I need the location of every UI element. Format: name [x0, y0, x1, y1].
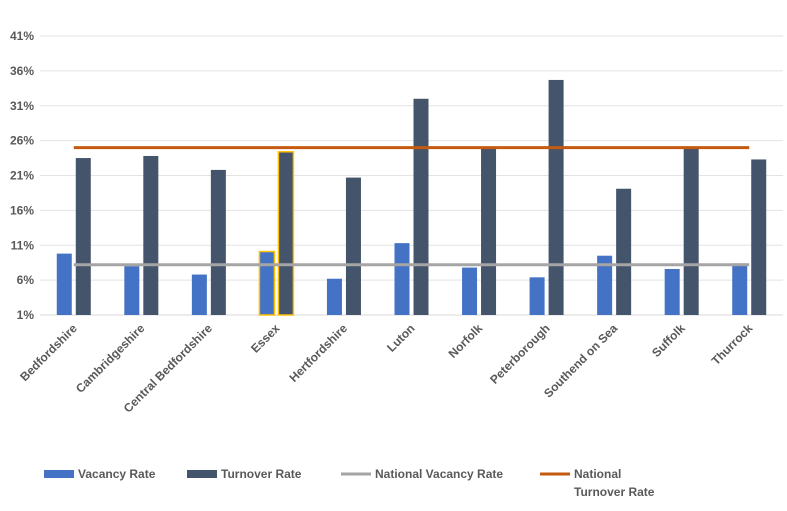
y-tick-label: 11%: [11, 238, 35, 252]
bar-turnover-rate-peterborough: [548, 79, 564, 315]
legend: Vacancy Rate Turnover Rate National Vacanc…: [44, 467, 655, 499]
bar-turnover-rate-southend-on-sea: [616, 188, 632, 315]
legend-item: National Turnover Rate: [540, 467, 655, 499]
gridlines: [40, 35, 783, 316]
bar-vacancy-rate-bedfordshire: [56, 253, 72, 315]
y-tick-label: 6%: [17, 273, 35, 287]
x-category-label: Peterborough: [487, 321, 553, 387]
x-category-label: Bedfordshire: [17, 321, 80, 384]
y-axis-tick-labels: 1% 6% 11% 16% 21% 26% 31% 36% 41%: [10, 29, 34, 322]
legend-label: National Vacancy Rate: [375, 467, 503, 481]
y-tick-label: 1%: [17, 308, 35, 322]
bar-vacancy-rate-hertfordshire: [326, 278, 342, 315]
y-tick-label: 26%: [10, 134, 34, 148]
bar-vacancy-rate-essex: [258, 250, 276, 316]
bar-turnover-rate-thurrock: [751, 159, 767, 315]
x-category-label: Thurrock: [709, 321, 756, 368]
bars: [56, 79, 767, 316]
x-category-label: Essex: [248, 321, 283, 356]
bar-turnover-rate-hertfordshire: [345, 177, 361, 315]
bar-vacancy-rate-central-bedfordshire: [191, 274, 207, 315]
legend-item: Turnover Rate: [187, 467, 302, 481]
bar-turnover-rate-luton: [413, 98, 429, 316]
legend-swatch: [187, 470, 217, 478]
x-category-label: Suffolk: [649, 321, 688, 360]
national-rate-lines: [73, 146, 750, 267]
y-tick-label: 31%: [10, 99, 34, 113]
y-tick-label: 36%: [10, 64, 34, 78]
x-category-label: Luton: [384, 321, 417, 354]
legend-item: National Vacancy Rate: [341, 467, 503, 481]
bar-vacancy-rate-norfolk: [462, 267, 478, 315]
y-tick-label: 21%: [10, 169, 34, 183]
legend-swatch: [44, 470, 74, 478]
bar-turnover-rate-norfolk: [481, 148, 497, 315]
legend-label: Vacancy Rate: [78, 467, 156, 481]
bar-vacancy-rate-thurrock: [732, 263, 748, 315]
bar-vacancy-rate-peterborough: [529, 277, 545, 315]
legend-label: Turnover Rate: [574, 485, 655, 499]
bar-turnover-rate-bedfordshire: [75, 158, 91, 315]
bar-turnover-rate-essex: [277, 151, 295, 316]
bar-turnover-rate-central-bedfordshire: [210, 169, 226, 315]
y-tick-label: 16%: [10, 203, 34, 217]
x-category-label: Norfolk: [446, 321, 486, 361]
bar-vacancy-rate-suffolk: [664, 268, 680, 315]
x-category-label: Cambridgeshire: [73, 321, 148, 396]
bar-vacancy-rate-cambridgeshire: [124, 266, 140, 315]
y-tick-label: 41%: [10, 29, 34, 43]
bar-vacancy-rate-luton: [394, 243, 410, 315]
legend-item: Vacancy Rate: [44, 467, 156, 481]
legend-label: National: [574, 467, 621, 481]
bar-turnover-rate-suffolk: [683, 148, 699, 315]
legend-label: Turnover Rate: [221, 467, 302, 481]
bar-turnover-rate-cambridgeshire: [143, 155, 159, 315]
x-category-label: Southend on Sea: [541, 321, 620, 400]
bar-vacancy-rate-southend-on-sea: [597, 255, 613, 315]
x-category-label: Hertfordshire: [286, 321, 350, 385]
